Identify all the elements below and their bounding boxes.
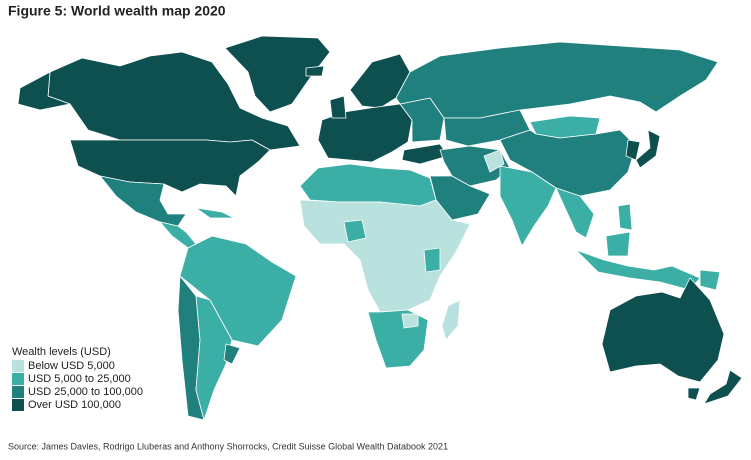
caribbean [195,207,235,219]
nigeria [343,219,367,243]
indonesia [575,249,701,291]
zimbabwe [401,313,419,329]
australia [601,277,725,383]
legend-title: Wealth levels (USD) [12,346,111,358]
papua-new-guinea [699,269,721,291]
legend-label: USD 25,000 to 100,000 [28,386,143,398]
uruguay [223,343,241,365]
argentina [195,295,233,421]
greenland [224,35,331,113]
north-africa [299,163,437,207]
central-america [159,221,197,249]
madagascar [441,299,461,341]
usa [69,139,271,197]
afghanistan [483,149,505,173]
western-europe [317,103,413,163]
alaska [17,71,71,111]
legend-label: Over USD 100,000 [28,399,121,411]
southern-africa [367,309,429,369]
legend-label: Below USD 5,000 [28,360,115,372]
uk-ireland [329,95,347,119]
canada [47,51,301,151]
turkey [401,143,449,165]
title: Figure 5: World wealth map 2020 [8,3,226,19]
japan [635,129,661,169]
kenya [423,247,441,273]
central-africa [299,199,471,313]
south-america-north [179,235,297,347]
tasmania [687,387,701,401]
southeast-asia [555,187,595,239]
iceland [305,65,325,77]
source: Source: James Davies, Rodrigo Lluberas a… [8,441,448,451]
russia [395,41,719,119]
india [499,165,557,247]
philippines [617,203,633,231]
legend-swatch [12,386,24,398]
new-zealand [703,369,743,405]
korea [625,139,641,161]
legend-swatch [12,360,24,372]
world-map [17,35,743,421]
mexico [99,175,187,227]
borneo [605,231,631,257]
legend-label: USD 5,000 to 25,000 [28,373,131,385]
legend-swatch [12,373,24,385]
legend-swatch [12,399,24,411]
